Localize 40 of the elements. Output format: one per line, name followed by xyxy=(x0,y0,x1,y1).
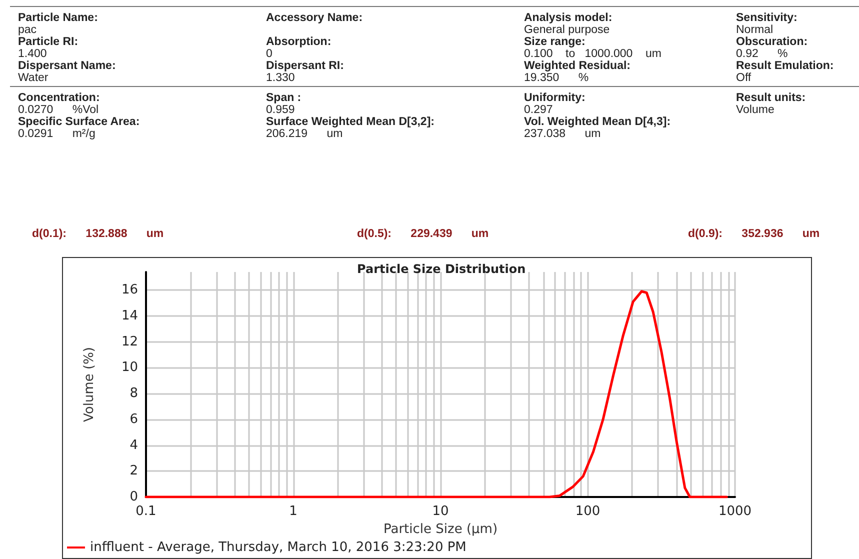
text: Obscuration: 0.92 % xyxy=(736,36,809,60)
x-tick-label: 1000 xyxy=(718,504,752,519)
x-tick-label: 1 xyxy=(289,504,298,519)
text: Particle RI: 1.400 xyxy=(18,36,80,60)
text: Surface Weighted Mean D[3,2]: 206.219 um xyxy=(266,116,436,140)
x-tick-label: 0.1 xyxy=(136,504,156,519)
text: d(0.5): 229.439 um xyxy=(357,228,489,240)
y-tick-label: 10 xyxy=(121,360,138,376)
x-axis-title: Particle Size (μm) xyxy=(383,522,498,537)
y-tick-label: 12 xyxy=(121,334,138,350)
y-tick-label: 14 xyxy=(121,308,138,324)
y-tick-label: 6 xyxy=(130,412,138,427)
text: d(0.1): 132.888 um xyxy=(32,228,164,240)
text: Vol. Weighted Mean D[4,3]: 237.038 um xyxy=(524,116,672,140)
text: Dispersant Name: Water xyxy=(18,60,117,84)
y-tick-label: 4 xyxy=(130,438,138,453)
x-tick-label: 10 xyxy=(432,504,449,519)
text: Weighted Residual: 19.350 % xyxy=(524,60,632,84)
y-tick-label: 8 xyxy=(130,386,138,402)
text: Absorption: 0 xyxy=(266,36,332,60)
text: Result Emulation: Off xyxy=(736,60,835,84)
text: Accessory Name: xyxy=(266,12,363,24)
y-axis-title: Volume (%) xyxy=(82,347,97,422)
text: Concentration: 0.0270 %Vol xyxy=(18,92,101,116)
text: Result units: Volume xyxy=(736,92,807,116)
text: Uniformity: 0.297 xyxy=(524,92,586,116)
x-tick-label: 100 xyxy=(575,504,600,519)
text: Specific Surface Area: 0.0291 m²/g xyxy=(18,116,141,140)
text: Span : 0.959 xyxy=(266,92,302,116)
text: Sensitivity: Normal xyxy=(736,12,798,36)
y-tick-label: 16 xyxy=(121,282,138,298)
chart-title: Particle Size Distribution xyxy=(357,262,526,276)
y-tick-label: 2 xyxy=(130,464,138,479)
text: Analysis model: General purpose xyxy=(524,12,614,36)
text: Size range: 0.100 to 1000.000 um xyxy=(524,36,662,60)
text: d(0.9): 352.936 um xyxy=(688,228,820,240)
y-tick-label: 0 xyxy=(130,490,138,504)
text: Dispersant RI: 1.330 xyxy=(266,60,345,84)
legend-label: inffluent - Average, Thursday, March 10, 2016 3:23:20 PM xyxy=(90,540,466,555)
text: Particle Name: pac xyxy=(18,12,99,36)
